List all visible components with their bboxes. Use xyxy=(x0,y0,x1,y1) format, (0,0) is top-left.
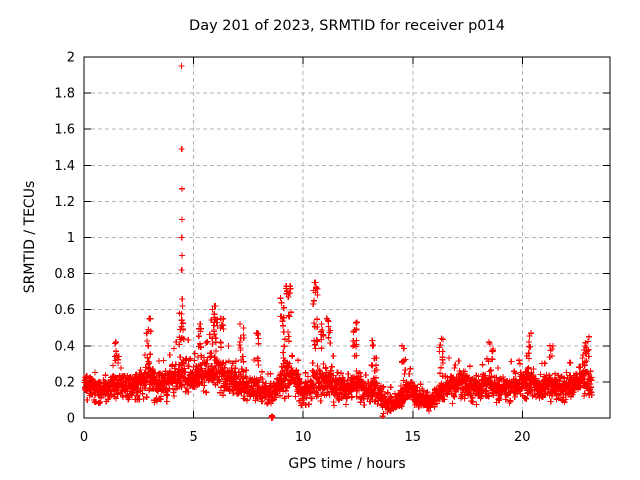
x-tick-label: 15 xyxy=(405,430,422,445)
y-tick-label: 1.4 xyxy=(54,159,75,174)
y-tick-label: 0.4 xyxy=(54,339,75,354)
y-tick-label: 0.2 xyxy=(54,375,75,390)
y-tick-label: 1 xyxy=(67,231,75,246)
x-tick-label: 5 xyxy=(189,430,197,445)
x-tick-label: 20 xyxy=(514,430,531,445)
y-tick-label: 2 xyxy=(67,51,75,66)
y-tick-label: 0.8 xyxy=(54,267,75,282)
plot-border xyxy=(83,56,611,419)
x-tick-label: 10 xyxy=(295,430,312,445)
x-tick-label: 0 xyxy=(80,430,88,445)
y-tick-label: 0 xyxy=(67,412,75,427)
chart-title: Day 201 of 2023, SRMTID for receiver p01… xyxy=(189,18,505,34)
y-tick-label: 1.8 xyxy=(54,87,75,102)
y-axis-label: SRMTID / TECUs xyxy=(22,180,38,294)
y-tick-label: 1.2 xyxy=(54,195,75,210)
y-tick-label: 0.6 xyxy=(54,303,75,318)
y-tick-label: 1.6 xyxy=(54,123,75,138)
data-points xyxy=(81,63,595,421)
grid-lines xyxy=(84,57,610,418)
x-axis-label: GPS time / hours xyxy=(288,456,406,472)
